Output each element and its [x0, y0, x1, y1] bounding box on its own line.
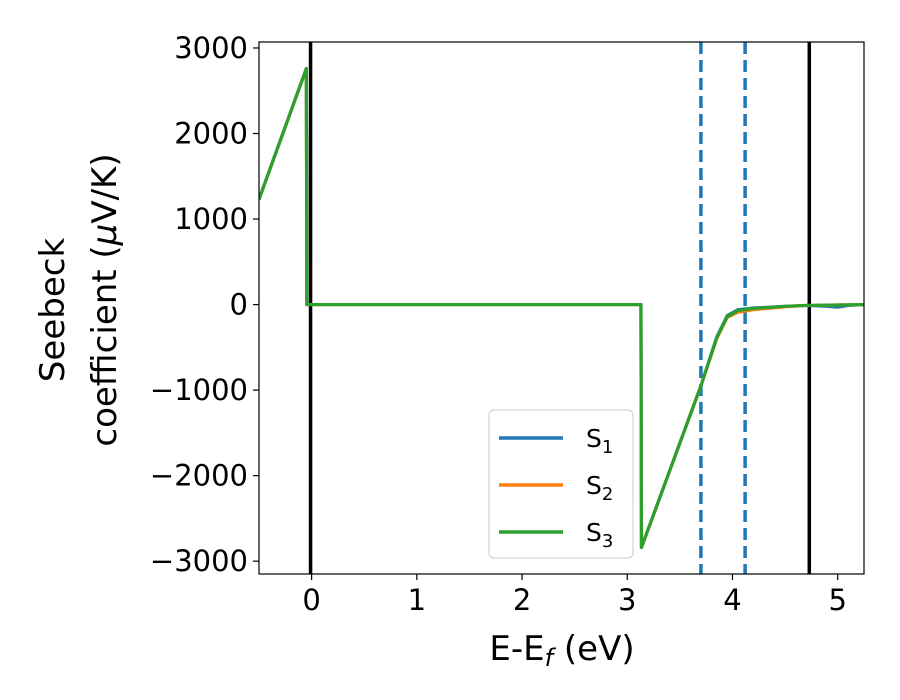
y-tick-label: 3000 — [174, 31, 248, 65]
y-tick-label: −3000 — [150, 544, 248, 578]
series-group — [259, 66, 864, 550]
y-tick-label: −1000 — [150, 373, 248, 407]
plot-frame — [258, 41, 865, 575]
y-tick-label: 1000 — [174, 202, 248, 236]
x-axis-label: E-Ef (eV) — [489, 629, 634, 672]
x-tick-label: 2 — [513, 583, 531, 617]
y-axis-label-line2: coefficient (μV/K) — [85, 153, 125, 446]
x-tick-label: 3 — [618, 583, 636, 617]
y-tick-label: 0 — [230, 288, 248, 322]
x-tick-label: 1 — [408, 583, 426, 617]
legend-label-s1: S1 — [586, 424, 613, 458]
y-axis-label: Seebeck coefficient (μV/K) — [33, 153, 125, 446]
series-line-s3 — [259, 66, 864, 550]
x-tick-label: 4 — [723, 583, 741, 617]
x-tick-label: 5 — [828, 583, 846, 617]
y-tick-label: −2000 — [150, 459, 248, 493]
y-tick-label: 2000 — [174, 117, 248, 151]
legend: S1 S2 S3 — [488, 409, 634, 559]
legend-label-s2: S2 — [586, 471, 613, 505]
legend-label-s3: S3 — [586, 518, 613, 552]
y-axis: 3000 2000 1000 0 −1000 −2000 −3000 — [150, 31, 259, 578]
reference-lines — [308, 42, 812, 574]
x-tick-label: 0 — [302, 583, 320, 617]
x-axis: 0 1 2 3 4 5 — [302, 574, 847, 617]
y-axis-label-line1: Seebeck — [33, 238, 73, 383]
